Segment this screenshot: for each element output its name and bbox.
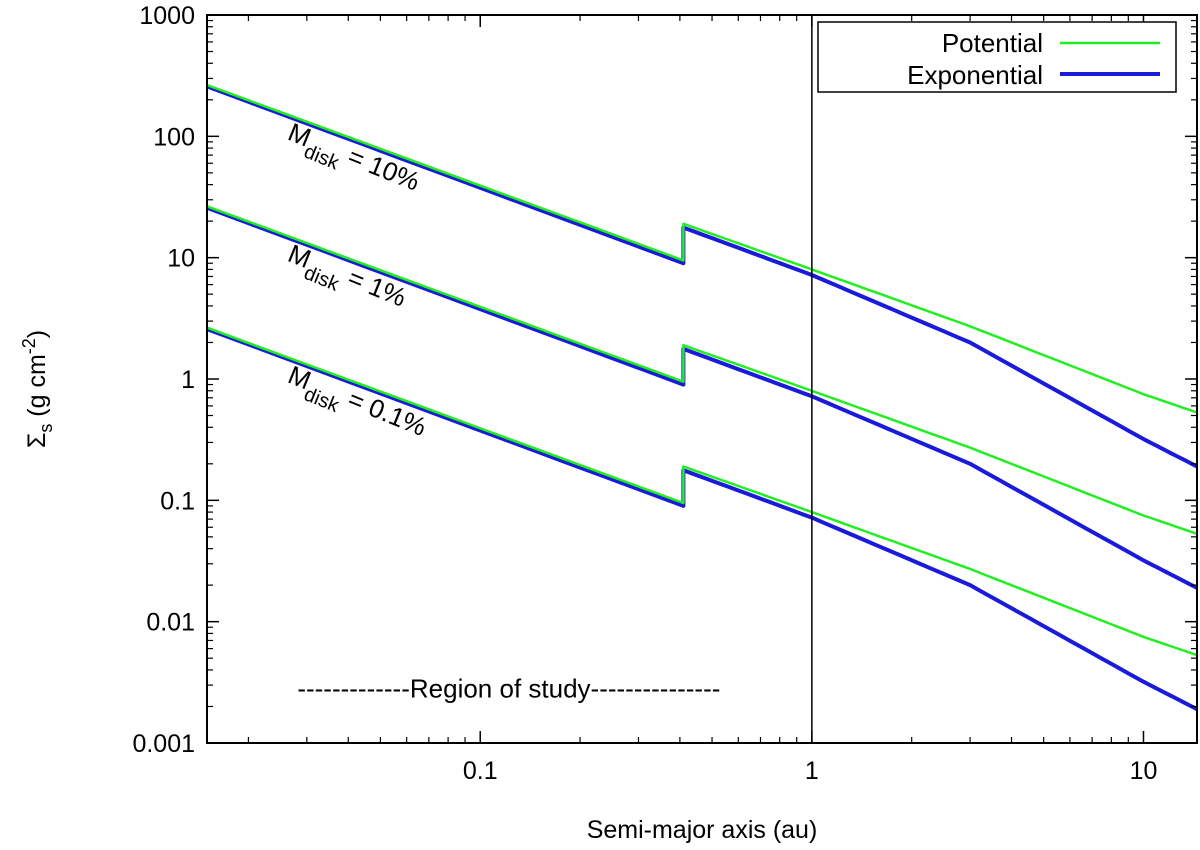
x-tick-label: 0.1 xyxy=(463,757,498,785)
annotation-mdisk-1: Mdisk = 1% xyxy=(281,238,411,321)
series-exponential-line xyxy=(206,84,1198,469)
series-exponential-line xyxy=(206,327,1198,711)
x-axis-label: Semi-major axis (au) xyxy=(587,816,818,844)
y-tick-label: 0.01 xyxy=(146,609,195,637)
ticks-layer: 1000 100 10 1 0.1 0.01 0.001 0.1 1 10 xyxy=(132,2,1197,785)
series-layer xyxy=(206,83,1198,711)
annotation-mdisk-0-1: Mdisk = 0.1% xyxy=(281,359,431,450)
region-of-study-label: -------------Region of study------------… xyxy=(297,674,720,704)
x-tick-label: 10 xyxy=(1130,757,1158,785)
y-tick-label: 0.001 xyxy=(132,730,195,758)
legend-label-potential: Potential xyxy=(942,28,1043,58)
y-tick-label: 1 xyxy=(181,366,195,394)
legend: Potential Exponential xyxy=(817,21,1177,93)
y-tick-label: 1000 xyxy=(139,2,195,30)
annotations: Mdisk = 10% Mdisk = 1% Mdisk = 0.1% ----… xyxy=(281,117,720,704)
y-axis-label: Σs (g cm-2) xyxy=(19,330,56,448)
series-potential-line xyxy=(206,83,1198,414)
series-exponential-line xyxy=(206,205,1198,590)
y-tick-label: 0.1 xyxy=(160,487,195,515)
series-potential-line xyxy=(206,205,1198,535)
legend-label-exponential: Exponential xyxy=(907,60,1043,90)
legend-box xyxy=(817,21,1177,93)
annotation-mdisk-10: Mdisk = 10% xyxy=(281,117,424,205)
plot-frame xyxy=(206,14,1198,744)
series-potential-line xyxy=(206,326,1198,657)
x-tick-label: 1 xyxy=(805,757,819,785)
y-tick-label: 10 xyxy=(167,245,195,273)
y-tick-label: 100 xyxy=(153,123,195,151)
